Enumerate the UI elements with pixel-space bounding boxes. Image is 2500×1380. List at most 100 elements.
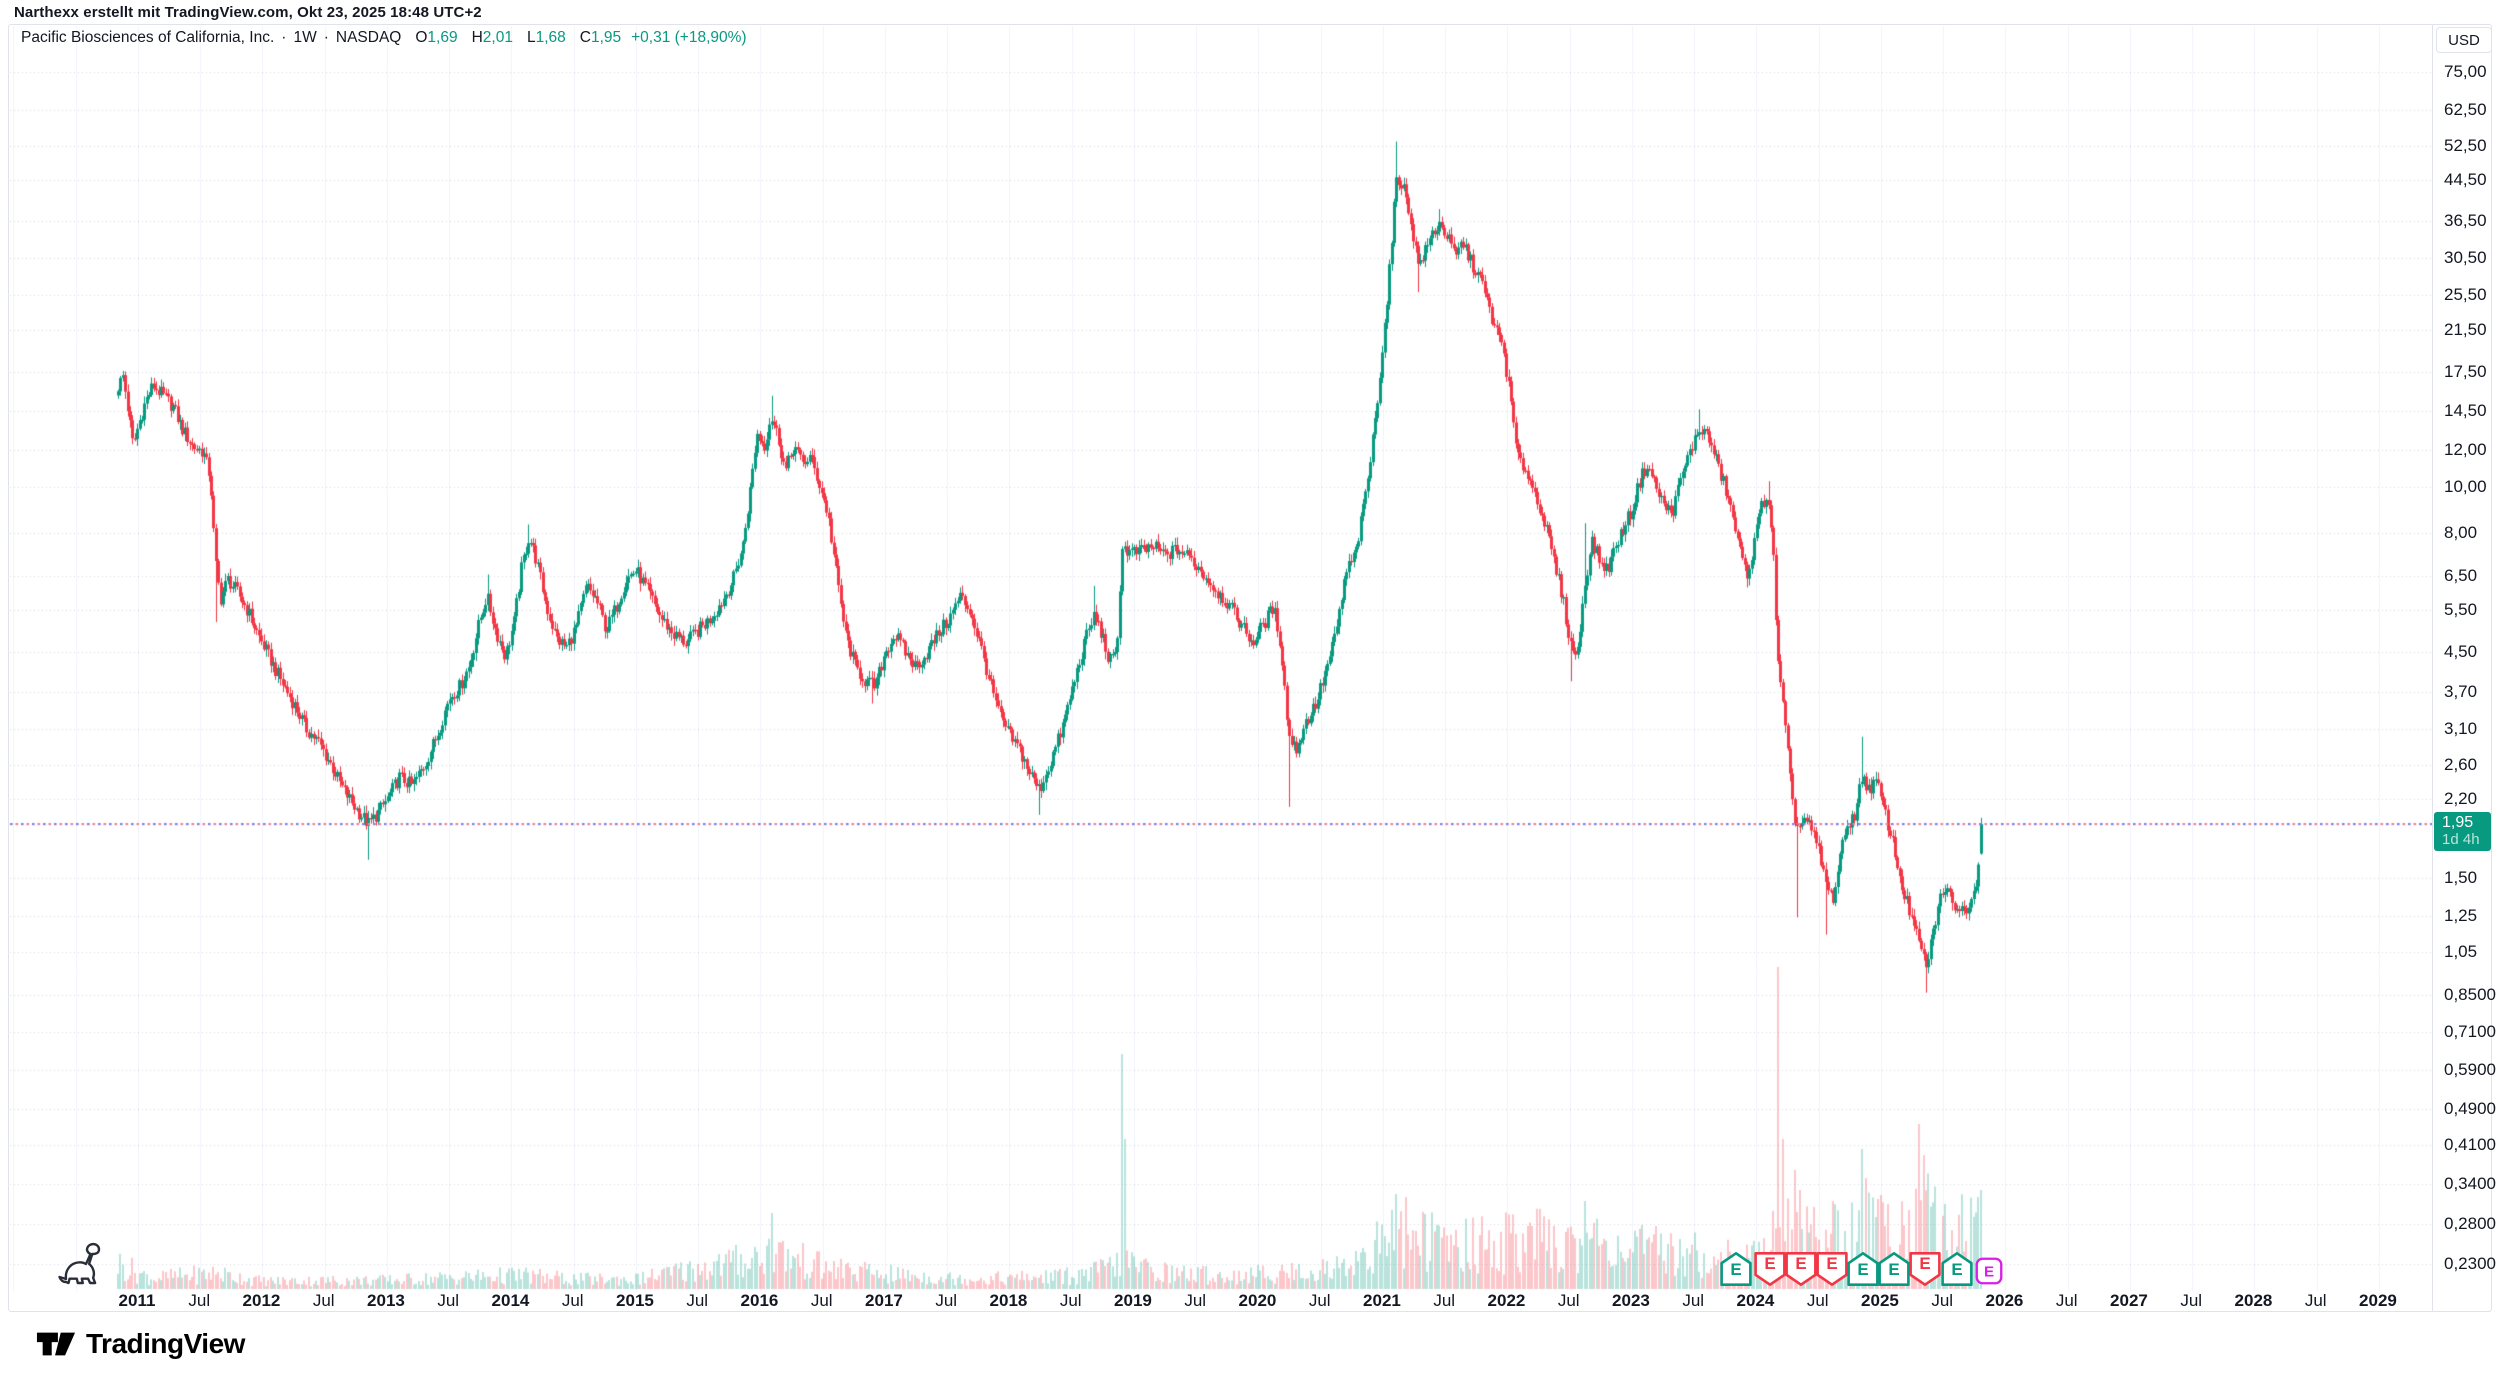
tradingview-logo-icon [36,1332,76,1356]
close-label: C [579,29,591,46]
time-label-jul: Jul [1806,1291,1829,1310]
symbol-header[interactable]: Pacific Biosciences of California, Inc. ·… [21,29,747,47]
svg-text:E: E [1951,1260,1962,1279]
dinosaur-path [58,1242,101,1285]
open-label: O [415,29,428,46]
time-label-jul: Jul [1931,1291,1954,1310]
time-label-jul: Jul [188,1291,211,1310]
time-label-year: 2016 [740,1291,779,1310]
currency-button[interactable]: USD [2436,27,2492,53]
price-scale[interactable]: 1,95 1d 4h 75,00 62,50 52,50 44,50 36,50 30,5… [2432,24,2500,1312]
price-tick-label: 1,25 [2444,905,2478,925]
price-tick-label: 0,2800 [2444,1213,2496,1233]
svg-text:E: E [1857,1260,1868,1279]
symbol-name[interactable]: Pacific Biosciences of California, Inc. [21,29,275,46]
earnings-badge-beat[interactable]: E [1720,1252,1752,1291]
earnings-badge-beat[interactable]: E [1940,1252,1973,1291]
earnings-miss-icon: E [1816,1252,1848,1286]
time-label-jul: Jul [2304,1291,2327,1310]
low-value: 1,68 [535,29,566,46]
exchange-label[interactable]: NASDAQ [335,29,402,46]
earnings-beat-icon: E [1720,1252,1752,1286]
time-label-jul: Jul [1557,1291,1580,1310]
svg-text:E: E [1764,1254,1775,1273]
time-label-year: 2022 [1487,1291,1526,1310]
time-label-jul: Jul [1433,1291,1456,1310]
time-label-year: 2013 [367,1291,405,1310]
price-tick-label: 0,5900 [2444,1060,2496,1080]
price-tick-label: 3,70 [2444,682,2478,702]
price-tick-label: 52,50 [2444,135,2487,155]
price-tick-label: 0,7100 [2444,1022,2496,1042]
time-label-year: 2021 [1363,1291,1401,1310]
price-tick-label: 2,20 [2444,789,2478,809]
last-price-badge: 1,95 1d 4h [2434,812,2491,851]
close-value: 1,95 [590,29,622,46]
time-label-jul: Jul [810,1291,833,1310]
price-tick-label: 0,8500 [2444,985,2496,1005]
dinosaur-doodle-drawing[interactable] [57,1241,109,1291]
price-tick-label: 17,50 [2444,362,2487,382]
earnings-badge-miss[interactable]: E [1754,1252,1786,1291]
price-tick-label: 75,00 [2444,62,2487,82]
price-tick-label: 3,10 [2444,718,2478,738]
tradingview-logo[interactable]: TradingView [36,1328,245,1360]
tradingview-logo-text: TradingView [86,1328,245,1359]
earnings-beat-icon: E [1847,1252,1879,1286]
time-label-year: 2015 [616,1291,654,1310]
time-label-year: 2024 [1736,1291,1775,1310]
time-label-jul: Jul [2055,1291,2078,1310]
svg-text:E: E [1920,1254,1931,1273]
time-label-year: 2027 [2110,1291,2148,1310]
open-value: 1,69 [427,29,458,46]
header-separator: · [323,29,329,46]
header-separator: · [281,29,287,46]
time-label-year: 2028 [2234,1291,2273,1310]
earnings-badge-beat[interactable]: E [1878,1252,1910,1291]
time-label-jul: Jul [1059,1291,1082,1310]
svg-text:E: E [1826,1254,1837,1273]
earnings-beat-icon: E [1940,1252,1973,1286]
low-label: L [526,29,536,46]
earnings-upcoming-icon: E [1975,1257,2003,1285]
earnings-badge-upcoming[interactable]: E [1975,1257,2003,1290]
earnings-miss-icon: E [1909,1252,1942,1286]
earnings-miss-icon: E [1754,1252,1786,1286]
last-price-value: 1,95 [2442,814,2474,831]
earnings-badge-miss[interactable]: E [1909,1252,1942,1291]
price-tick-label: 1,05 [2444,941,2478,961]
price-tick-label: 4,50 [2444,641,2478,661]
earnings-badge-miss[interactable]: E [1785,1252,1817,1291]
price-tick-label: 21,50 [2444,319,2487,339]
time-label-jul: Jul [312,1291,335,1310]
time-scale[interactable]: 2011 Jul 2012 Jul 2013 Jul 2014 Jul 2015 Jul 2016 J… [8,1290,2433,1312]
price-tick-label: 8,00 [2444,523,2478,543]
time-label-year: 2012 [242,1291,281,1310]
time-label-year: 2011 [118,1291,156,1310]
price-tick-label: 25,50 [2444,284,2487,304]
high-value: 2,01 [482,29,513,46]
price-tick-label: 1,50 [2444,868,2478,888]
time-label-year: 2025 [1861,1291,1899,1310]
time-label-jul: Jul [561,1291,584,1310]
time-label-year: 2014 [491,1291,530,1310]
price-tick-label: 62,50 [2444,99,2487,119]
earnings-badge-beat[interactable]: E [1847,1252,1879,1291]
bar-countdown: 1d 4h [2442,831,2480,848]
price-tick-label: 0,4900 [2444,1098,2496,1118]
svg-text:E: E [1795,1254,1806,1273]
price-tick-label: 0,2300 [2444,1254,2496,1274]
price-tick-label: 36,50 [2444,210,2487,230]
time-label-year: 2020 [1238,1291,1277,1310]
price-tick-label: 0,3400 [2444,1173,2496,1193]
svg-text:E: E [1984,1263,1994,1280]
high-label: H [471,29,483,46]
time-label-jul: Jul [1184,1291,1207,1310]
change-value: +0,31 (+18,90%) [631,29,747,46]
timeframe-label[interactable]: 1W [293,29,317,46]
price-tick-label: 14,50 [2444,400,2487,420]
earnings-badge-miss[interactable]: E [1816,1252,1848,1291]
